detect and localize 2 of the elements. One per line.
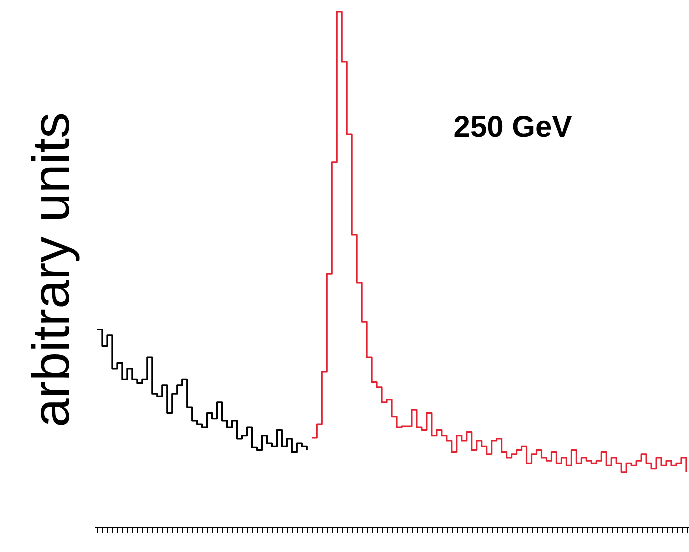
annotation: 250 GeV	[454, 111, 572, 144]
y-axis-title: arbitrary units	[23, 112, 81, 428]
